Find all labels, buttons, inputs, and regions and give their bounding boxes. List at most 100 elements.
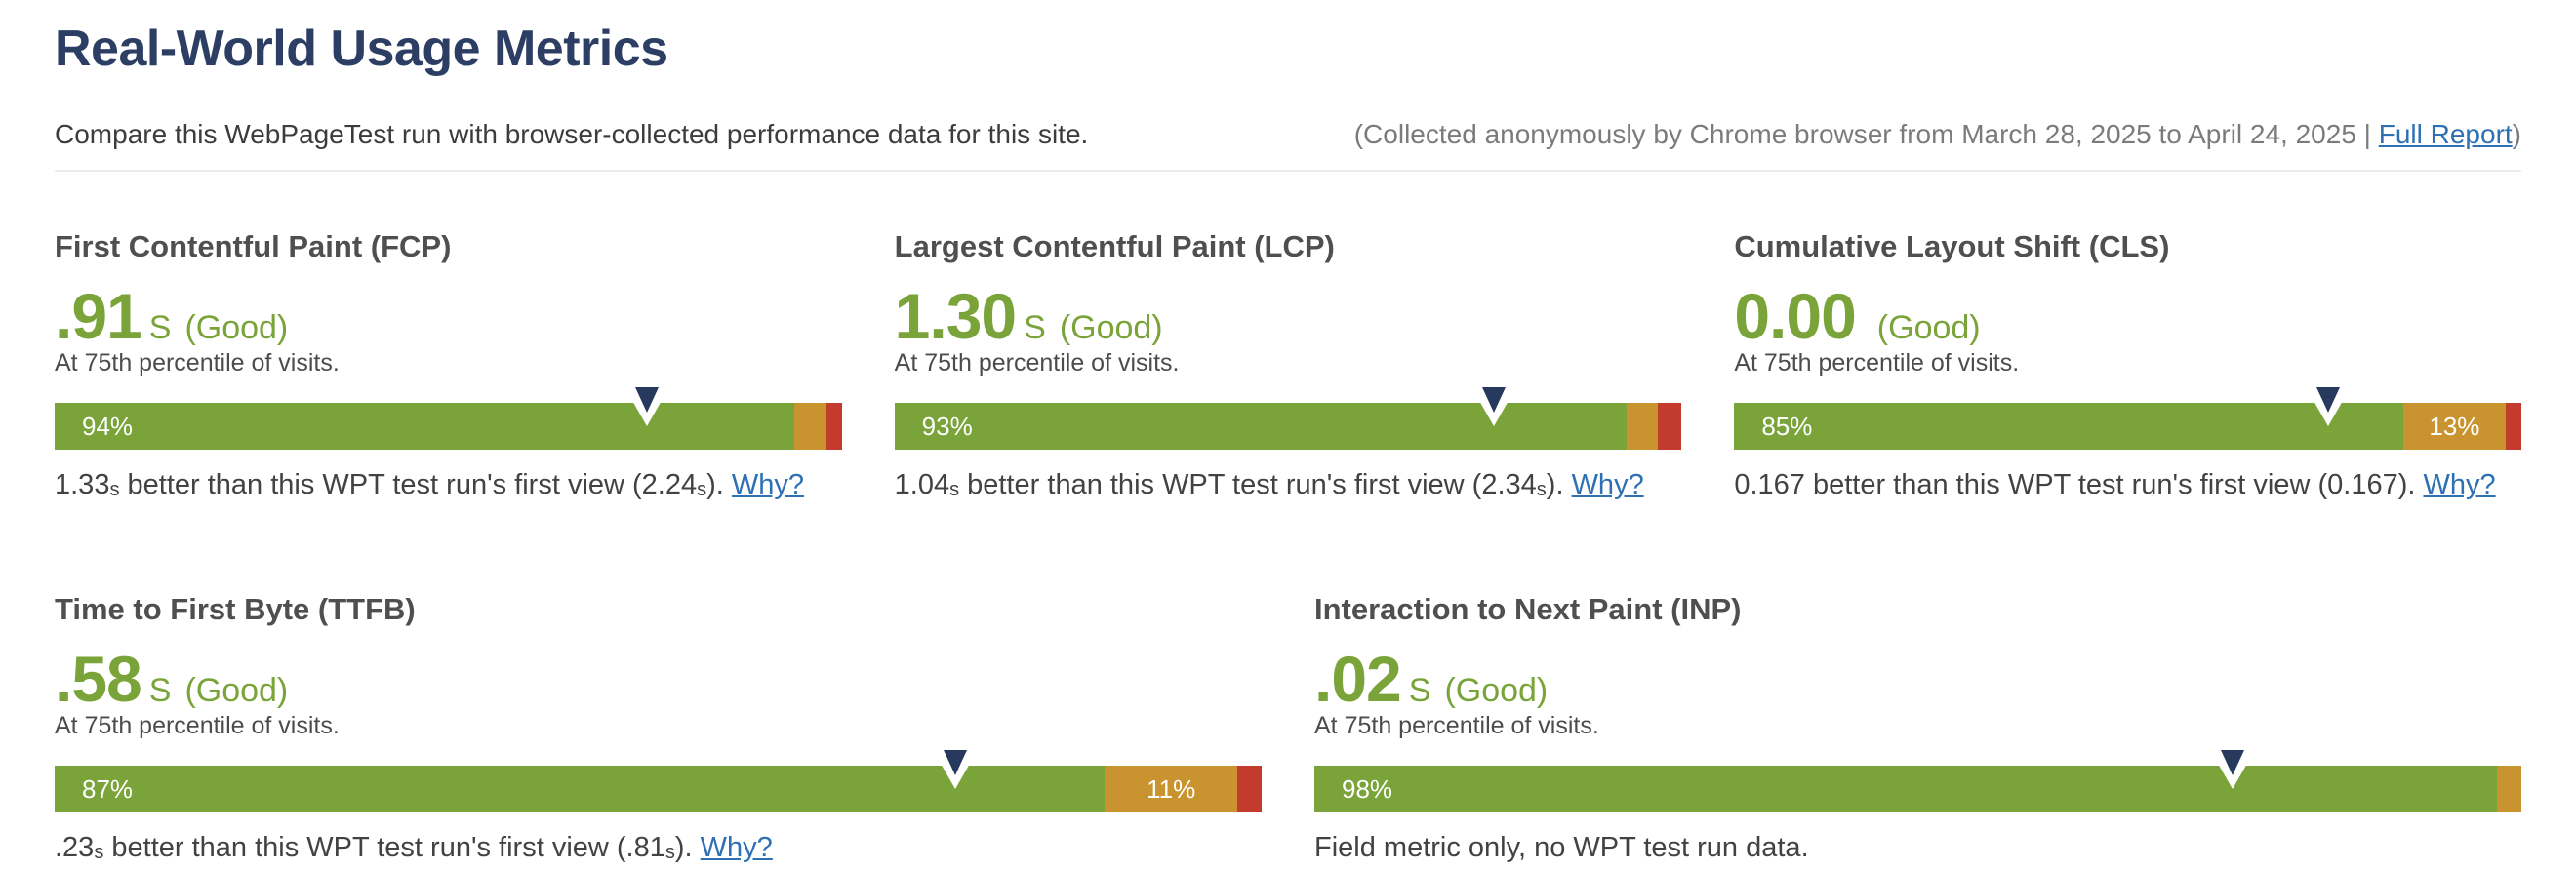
comparison-close: ).	[674, 832, 701, 863]
header-divider	[55, 170, 2521, 172]
metric-value: .91	[55, 280, 142, 352]
bar-segment-needs-improvement: 11%	[1105, 766, 1238, 812]
comparison-text: Field metric only, no WPT test run data.	[1314, 832, 2521, 864]
comparison-body: better than this WPT test run's first vi…	[1804, 469, 2398, 500]
metric-title-inp: Interaction to Next Paint (INP)	[1314, 592, 1742, 626]
bar-segment-ni-label: 13%	[2429, 411, 2480, 441]
marker-triangle-icon	[635, 387, 660, 413]
full-report-link[interactable]: Full Report	[2378, 119, 2513, 149]
metric-value-line: .58 S (Good)	[55, 642, 1262, 715]
distribution-bar: 98%	[1314, 750, 2521, 812]
comparison-lead: 1.33	[55, 469, 110, 500]
metric-rating-badge: (Good)	[1876, 309, 1981, 346]
comparison-lead-sub: s	[94, 842, 104, 863]
comparison-text: 0.167 better than this WPT test run's fi…	[1734, 469, 2521, 501]
metric-value: 0.00	[1734, 280, 1856, 352]
metric-rating-badge: (Good)	[1059, 309, 1163, 346]
comparison-close: ).	[2397, 469, 2424, 500]
distribution-bar: 94%	[55, 387, 842, 450]
why-link[interactable]: Why?	[1571, 469, 1644, 500]
metric-value: .58	[55, 643, 142, 715]
percentile-note: At 75th percentile of visits.	[55, 712, 340, 739]
metrics-row-bottom: Time to First Byte (TTFB) .58 S (Good) A…	[55, 591, 2521, 864]
metric-card-inp: Interaction to Next Paint (INP) .02 S (G…	[1314, 591, 2521, 864]
page-subtitle: Compare this WebPageTest run with browse…	[55, 119, 1089, 149]
bar-segment-poor	[1658, 403, 1682, 450]
metric-value: .02	[1314, 643, 1402, 715]
percentile-note: At 75th percentile of visits.	[1734, 349, 2020, 376]
bar-segment-needs-improvement	[794, 403, 826, 450]
metric-unit: S	[148, 672, 172, 709]
marker-triangle-icon	[2316, 387, 2341, 413]
bar-segment-needs-improvement: 13%	[2402, 403, 2506, 450]
collection-note: (Collected anonymously by Chrome browser…	[1354, 119, 2521, 150]
comparison-text: .23s better than this WPT test run's fir…	[55, 832, 1262, 864]
bar-segment-poor	[825, 403, 842, 450]
bar-segment-good-label: 94%	[82, 411, 134, 441]
percentile-note: At 75th percentile of visits.	[894, 349, 1180, 376]
comparison-lead-sub: s	[109, 479, 120, 500]
metric-title-cls: Cumulative Layout Shift (CLS)	[1734, 229, 2170, 263]
comparison-text: 1.04s better than this WPT test run's fi…	[895, 469, 1682, 501]
metric-value-line: 1.30 S (Good)	[895, 279, 1682, 352]
distribution-bar: 87% 11%	[55, 750, 1262, 812]
metric-rating-badge: (Good)	[184, 309, 289, 346]
bar-segment-good: 98%	[1314, 766, 2498, 812]
metric-unit: S	[1024, 309, 1046, 346]
comparison-lead: 1.04	[894, 469, 950, 500]
comparison-close: ).	[706, 469, 732, 500]
distribution-bar: 85% 13%	[1734, 387, 2521, 450]
bar-segment-good: 93%	[894, 403, 1627, 450]
comparison-body: better than this WPT test run's first vi…	[959, 469, 1537, 500]
metric-rating-badge: (Good)	[1444, 672, 1549, 709]
marker-triangle-icon	[1482, 387, 1507, 413]
metric-card-fcp: First Contentful Paint (FCP) .91 S (Good…	[55, 228, 842, 501]
comparison-body-sub: s	[1536, 479, 1547, 500]
bar-segment-good-label: 85%	[1761, 411, 1813, 441]
comparison-lead-sub: s	[949, 479, 960, 500]
metric-card-ttfb: Time to First Byte (TTFB) .58 S (Good) A…	[55, 591, 1262, 864]
metric-rating-badge: (Good)	[184, 672, 289, 709]
comparison-body: better than this WPT test run's first vi…	[119, 469, 698, 500]
metric-title-lcp: Largest Contentful Paint (LCP)	[894, 229, 1335, 263]
metric-title-ttfb: Time to First Byte (TTFB)	[55, 592, 416, 626]
metric-unit: S	[148, 309, 172, 346]
comparison-text: 1.33s better than this WPT test run's fi…	[55, 469, 842, 501]
metrics-row-top: First Contentful Paint (FCP) .91 S (Good…	[55, 228, 2521, 501]
why-link[interactable]: Why?	[731, 469, 805, 500]
bar-segment-needs-improvement	[2497, 766, 2521, 812]
metric-value: 1.30	[894, 280, 1017, 352]
bar-segment-good-label: 98%	[1342, 773, 1393, 804]
marker-triangle-icon	[943, 750, 967, 775]
bar-segment-good: 94%	[55, 403, 795, 450]
subtitle-row: Compare this WebPageTest run with browse…	[55, 119, 2521, 150]
bar-segment-ni-label: 11%	[1147, 773, 1196, 804]
comparison-lead: .23	[55, 832, 95, 863]
bar-segment-good-label: 93%	[921, 411, 973, 441]
metric-card-lcp: Largest Contentful Paint (LCP) 1.30 S (G…	[894, 228, 1682, 501]
metric-value-line: 0.00 (Good)	[1734, 279, 2521, 352]
why-link[interactable]: Why?	[700, 832, 773, 863]
percentile-note: At 75th percentile of visits.	[1314, 712, 1599, 739]
metric-title-fcp: First Contentful Paint (FCP)	[55, 229, 452, 263]
percentile-note: At 75th percentile of visits.	[55, 349, 340, 376]
metric-value-line: .91 S (Good)	[55, 279, 842, 352]
bar-segment-good: 85%	[1734, 403, 2403, 450]
metric-unit: S	[1408, 672, 1431, 709]
metric-card-cls: Cumulative Layout Shift (CLS) 0.00 (Good…	[1734, 228, 2521, 501]
bar-segment-good: 87%	[55, 766, 1106, 812]
page-title: Real-World Usage Metrics	[55, 20, 668, 77]
collection-note-suffix: )	[2512, 119, 2521, 149]
distribution-bar: 93%	[894, 387, 1682, 450]
comparison-lead: Field metric only, no WPT test run data.	[1314, 832, 1809, 863]
collection-note-prefix: (Collected anonymously by Chrome browser…	[1353, 119, 2379, 149]
bar-segment-poor	[2505, 403, 2521, 450]
bar-segment-poor	[1237, 766, 1262, 812]
marker-triangle-icon	[2221, 750, 2245, 775]
comparison-lead: 0.167	[1734, 469, 1805, 500]
comparison-body: better than this WPT test run's first vi…	[103, 832, 665, 863]
why-link[interactable]: Why?	[2423, 469, 2496, 500]
comparison-body-sub: s	[697, 479, 707, 500]
bar-segment-good-label: 87%	[82, 773, 134, 804]
